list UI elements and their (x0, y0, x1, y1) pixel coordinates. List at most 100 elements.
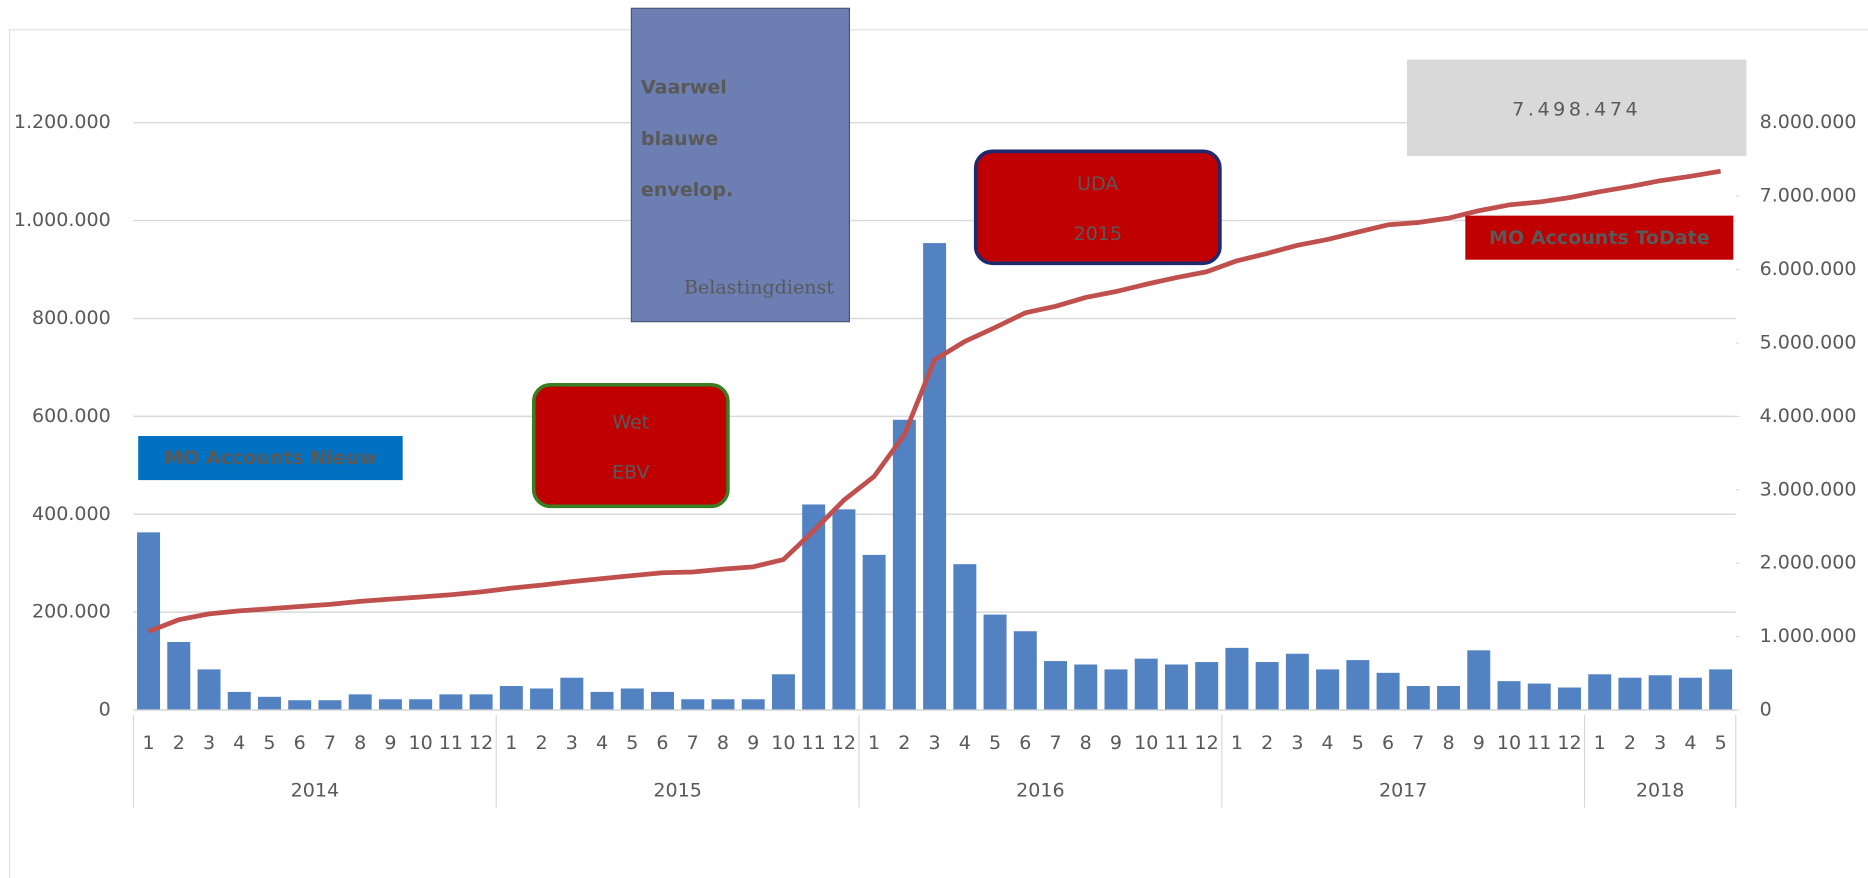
poster-shade (631, 8, 850, 322)
x-tick-label: 1 (868, 732, 880, 754)
bar (1225, 647, 1249, 711)
x-tick-label: 3 (1291, 732, 1303, 754)
y-tick-label: 1.000.000 (14, 209, 111, 231)
bar (1527, 683, 1551, 711)
bar (620, 688, 644, 711)
bar (590, 691, 614, 711)
bar (1588, 674, 1612, 711)
x-tick-label: 4 (233, 732, 245, 754)
bar (1709, 669, 1733, 711)
x-tick-label: 7 (1412, 732, 1424, 754)
x-tick-label: 3 (1654, 732, 1666, 754)
bar (771, 674, 795, 711)
x-tick-label: 4 (1322, 732, 1334, 754)
x-tick-label: 12 (1195, 732, 1219, 754)
bar (257, 696, 281, 711)
x-tick-label: 9 (747, 732, 759, 754)
y2-tick-label: 6.000.000 (1760, 258, 1857, 280)
y-tick-label: 200.000 (32, 601, 111, 623)
annotation-text: EBV (612, 461, 650, 483)
x-tick-label: 4 (1684, 732, 1696, 754)
x-tick-label: 1 (1594, 732, 1606, 754)
x-tick-label: 7 (687, 732, 699, 754)
x-tick-label: 6 (1019, 732, 1031, 754)
annotation-text: 2015 (1074, 223, 1122, 245)
x-group-label: 2014 (291, 780, 339, 802)
x-tick-label: 11 (802, 732, 826, 754)
x-tick-label: 2 (898, 732, 910, 754)
x-tick-label: 5 (1715, 732, 1727, 754)
bar (469, 694, 493, 711)
x-tick-label: 1 (1231, 732, 1243, 754)
annotation-box (1406, 59, 1747, 157)
bar (1013, 631, 1037, 711)
x-tick-label: 7 (1049, 732, 1061, 754)
bar (1497, 681, 1521, 711)
bar (741, 699, 765, 711)
x-tick-label: 10 (409, 732, 433, 754)
x-tick-label: 11 (439, 732, 463, 754)
bar (953, 564, 977, 711)
line (147, 168, 1722, 634)
x-tick-label: 12 (469, 732, 493, 754)
bar (1437, 686, 1461, 711)
bar (651, 691, 674, 711)
poster-line: Vaarwel (641, 77, 727, 99)
x-group-label: 2018 (1636, 780, 1684, 802)
x-tick-label: 1 (142, 732, 154, 754)
x-tick-label: 10 (1497, 732, 1521, 754)
bar (1164, 664, 1188, 711)
x-tick-label: 8 (717, 732, 729, 754)
annotation-box (973, 149, 1222, 266)
bar (1406, 686, 1430, 711)
annotation-text: Wet (612, 411, 649, 433)
bar (1255, 662, 1279, 711)
chart-frame (8, 29, 1868, 878)
x-tick-label: 8 (354, 732, 366, 754)
bar (378, 699, 402, 711)
bar (167, 641, 191, 711)
x-tick-label: 3 (566, 732, 578, 754)
x-tick-label: 12 (1557, 732, 1581, 754)
y2-tick-label: 5.000.000 (1760, 331, 1857, 353)
x-tick-label: 4 (959, 732, 971, 754)
y2-tick-label: 1.000.000 (1760, 625, 1857, 647)
bar (1104, 669, 1128, 711)
x-tick-label: 7 (324, 732, 336, 754)
y2-tick-label: 3.000.000 (1760, 478, 1857, 500)
y2-tick-label: 7.000.000 (1760, 185, 1857, 207)
x-tick-label: 1 (505, 732, 517, 754)
bar (1557, 687, 1581, 711)
bar (892, 419, 916, 711)
legend-label: MO Accounts ToDate (1489, 227, 1710, 249)
x-tick-label: 3 (929, 732, 941, 754)
y2-tick-label: 2.000.000 (1760, 552, 1857, 574)
bar (348, 694, 372, 711)
bar (711, 699, 735, 711)
legend-box (1465, 215, 1734, 260)
annotation-text: UDA (1077, 173, 1118, 195)
bar (318, 700, 342, 711)
y-tick-label: 0 (99, 699, 111, 721)
annotation-box (531, 383, 730, 509)
x-tick-label: 2 (1624, 732, 1636, 754)
bar (1195, 662, 1219, 711)
bar (227, 691, 251, 711)
bar (802, 504, 826, 711)
y2-tick-label: 4.000.000 (1760, 405, 1857, 427)
x-tick-label: 11 (1164, 732, 1188, 754)
bar (197, 669, 221, 711)
x-tick-label: 10 (771, 732, 795, 754)
x-tick-label: 9 (384, 732, 396, 754)
x-tick-label: 12 (832, 732, 856, 754)
x-tick-label: 9 (1110, 732, 1122, 754)
bar (1467, 650, 1491, 711)
x-tick-label: 6 (1382, 732, 1394, 754)
x-tick-label: 9 (1473, 732, 1485, 754)
bar (1618, 677, 1642, 711)
x-tick-label: 10 (1134, 732, 1158, 754)
bar (530, 688, 554, 711)
y2-tick-label: 0 (1760, 699, 1772, 721)
x-tick-label: 6 (294, 732, 306, 754)
